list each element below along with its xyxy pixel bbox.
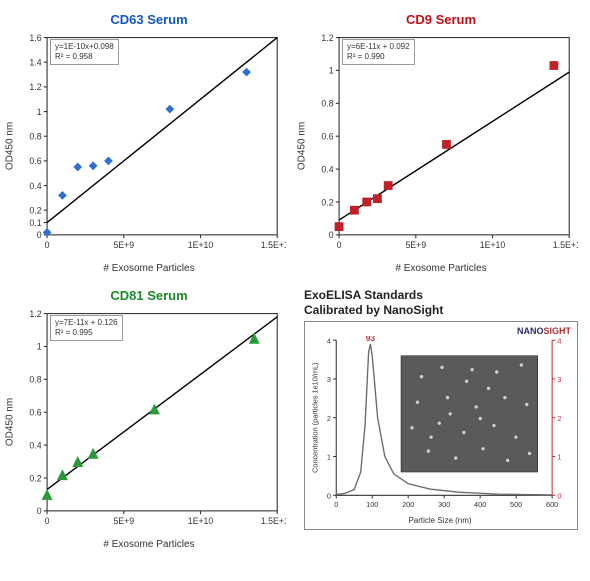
svg-text:0: 0 [37, 230, 42, 240]
svg-text:0.4: 0.4 [321, 164, 333, 174]
panel-cd63: CD63 Serum OD450 nm 00.10.20.40.60.811.2… [12, 12, 286, 274]
svg-text:100: 100 [366, 500, 378, 509]
panel-cd9: CD9 Serum OD450 nm 00.20.40.60.811.205E+… [304, 12, 578, 274]
svg-text:5E+9: 5E+9 [113, 516, 134, 526]
svg-text:600: 600 [546, 500, 558, 509]
svg-text:0.6: 0.6 [29, 156, 41, 166]
svg-text:1.5E+10: 1.5E+10 [553, 240, 578, 250]
ns-xlabel: Particle Size (nm) [309, 516, 571, 525]
svg-text:1: 1 [37, 107, 42, 117]
svg-text:4: 4 [327, 336, 331, 345]
eq1-cd9: y=6E-11x + 0.092 [347, 42, 410, 52]
ns-titles: ExoELISA Standards Calibrated by NanoSig… [304, 288, 578, 317]
svg-text:300: 300 [438, 500, 450, 509]
svg-text:0: 0 [45, 240, 50, 250]
svg-text:0.4: 0.4 [29, 441, 41, 451]
eq1-cd63: y=1E-10x+0.098 [55, 42, 114, 52]
plot-nanosight: 01002003004005006000123401234Concentrati… [309, 336, 571, 514]
svg-text:1E+10: 1E+10 [188, 516, 214, 526]
svg-text:1E+10: 1E+10 [188, 240, 214, 250]
svg-text:5E+9: 5E+9 [405, 240, 426, 250]
panel-nanosight: ExoELISA Standards Calibrated by NanoSig… [304, 288, 578, 550]
eq2-cd9: R² = 0.990 [347, 52, 410, 62]
title-cd9: CD9 Serum [406, 12, 476, 27]
plot-cd9: 0 0.2 0.4 0.6 0.8 1 1.2 0 5E+9 1E+10 1.5E+10 [304, 31, 578, 261]
svg-text:1: 1 [557, 453, 561, 462]
svg-text:400: 400 [474, 500, 486, 509]
svg-text:0: 0 [337, 240, 342, 250]
svg-text:3: 3 [557, 375, 561, 384]
ns-title1: ExoELISA Standards [304, 288, 578, 302]
eq1-cd81: y=7E-11x + 0.126 [55, 318, 118, 328]
figure-grid: CD63 Serum OD450 nm 0 0.1 0.2 0.4 0.6 0.8 1 1.2… [12, 12, 578, 550]
svg-text:1: 1 [327, 453, 331, 462]
svg-text:4: 4 [557, 336, 561, 345]
eqbox-cd63: y=1E-10x+0.098 R² = 0.958 [50, 39, 119, 65]
svg-text:0.6: 0.6 [29, 408, 41, 418]
svg-text:0: 0 [327, 491, 331, 500]
svg-text:2: 2 [557, 414, 561, 423]
svg-text:0.8: 0.8 [321, 99, 333, 109]
ns-box: NANOSIGHT 01002003004005006000123401234C… [304, 321, 578, 530]
svg-text:1.2: 1.2 [29, 309, 41, 319]
svg-text:0.1: 0.1 [29, 218, 41, 228]
title-cd81: CD81 Serum [110, 288, 187, 303]
ylabel-cd9: OD450 nm [297, 122, 308, 170]
plot-wrap-cd81: OD450 nm 00.20.40.60.811.205E+91E+101.5E… [12, 307, 286, 537]
title-cd63: CD63 Serum [110, 12, 187, 27]
eqbox-cd9: y=6E-11x + 0.092 R² = 0.990 [342, 39, 415, 65]
plot-wrap-cd9: OD450 nm 00.20.40.60.811.205E+91E+101.5E… [304, 31, 578, 261]
svg-text:0: 0 [329, 230, 334, 240]
svg-text:0.6: 0.6 [321, 132, 333, 142]
plot-cd63: 0 0.1 0.2 0.4 0.6 0.8 1 1.2 1.4 1.6 0 5E+9 1E+10 1.5E… [12, 31, 286, 261]
svg-text:0: 0 [37, 506, 42, 516]
svg-text:0.8: 0.8 [29, 375, 41, 385]
svg-text:1.5E+10: 1.5E+10 [261, 240, 286, 250]
svg-text:Concentration (particles 1e10/: Concentration (particles 1e10/mL) [310, 362, 319, 472]
svg-text:1.2: 1.2 [321, 33, 333, 43]
svg-text:1: 1 [37, 342, 42, 352]
svg-text:0.8: 0.8 [29, 132, 41, 142]
svg-text:1E+10: 1E+10 [480, 240, 506, 250]
xlabel-cd63: # Exosome Particles [103, 263, 194, 274]
ns-brand-1: NANO [517, 326, 544, 336]
svg-text:93: 93 [366, 336, 376, 343]
svg-text:0.2: 0.2 [321, 197, 333, 207]
ns-brand-2: SIGHT [543, 326, 571, 336]
svg-text:1.2: 1.2 [29, 82, 41, 92]
xlabel-cd81: # Exosome Particles [103, 539, 194, 550]
svg-text:200: 200 [402, 500, 414, 509]
ns-brand: NANOSIGHT [309, 326, 571, 336]
ns-title2: Calibrated by NanoSight [304, 303, 578, 317]
ylabel-cd81: OD450 nm [5, 398, 16, 446]
eq2-cd63: R² = 0.958 [55, 52, 114, 62]
svg-text:0: 0 [557, 491, 561, 500]
svg-text:1.4: 1.4 [29, 58, 41, 68]
ylabel-cd63: OD450 nm [5, 122, 16, 170]
svg-text:1.5E+10: 1.5E+10 [261, 516, 286, 526]
xlabel-cd9: # Exosome Particles [395, 263, 486, 274]
svg-text:3: 3 [327, 375, 331, 384]
plot-wrap-cd63: OD450 nm 00.10.20.40.60.811.21.41.605E+9… [12, 31, 286, 261]
svg-text:0.2: 0.2 [29, 205, 41, 215]
svg-text:500: 500 [510, 500, 522, 509]
svg-text:0.2: 0.2 [29, 473, 41, 483]
svg-text:0: 0 [45, 516, 50, 526]
svg-text:2: 2 [327, 414, 331, 423]
svg-text:5E+9: 5E+9 [113, 240, 134, 250]
panel-cd81: CD81 Serum OD450 nm 00.20.40.60.811.205E… [12, 288, 286, 550]
svg-text:1.6: 1.6 [29, 33, 41, 43]
svg-text:0: 0 [334, 500, 338, 509]
svg-text:1: 1 [329, 66, 334, 76]
eqbox-cd81: y=7E-11x + 0.126 R² = 0.995 [50, 315, 123, 341]
svg-text:0.4: 0.4 [29, 181, 41, 191]
eq2-cd81: R² = 0.995 [55, 328, 118, 338]
plot-cd81: 0 0.2 0.4 0.6 0.8 1 1.2 0 5E+9 1E+10 1.5E+10 [12, 307, 286, 537]
